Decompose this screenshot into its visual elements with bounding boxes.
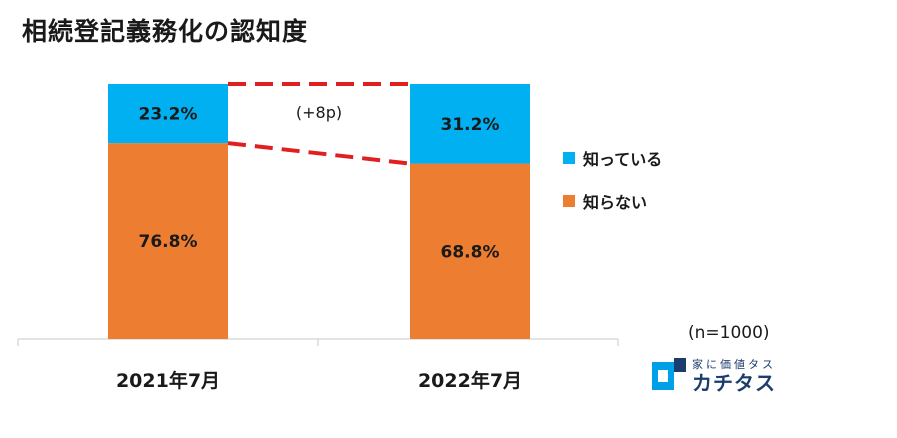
logo-mark-icon [652,358,686,392]
bar-know-0 [108,84,228,144]
chart-title: 相続登記義務化の認知度 [22,17,309,46]
bar-dont-know-1 [410,163,530,339]
sample-size-note: (n=1000) [688,323,770,343]
company-logo: 家に価値タス カチタス [652,356,776,394]
legend-label-know: 知っている [583,150,663,169]
data-label-know-1: 31.2% [441,115,500,135]
legend-swatch-know [563,152,575,164]
data-label-know-0: 23.2% [139,105,198,125]
bar-dont-know-0 [108,143,228,339]
legend-label-dont-know: 知らない [583,193,648,212]
legend-swatch-dont-know [563,195,575,207]
x-tick-label-1: 2022年7月 [418,369,522,392]
bar-know-1 [410,84,530,164]
x-tick-label-0: 2021年7月 [116,369,220,392]
legend-item-dont-know: 知らない [563,189,647,213]
data-label-dont-know-0: 76.8% [139,232,198,252]
logo-name: カチタス [692,371,776,395]
logo-tagline: 家に価値タス [692,358,776,371]
data-label-dont-know-1: 68.8% [441,242,500,262]
connector-bottom [227,141,411,166]
legend-item-know: 知っている [563,146,662,170]
change-annotation: (+8p) [296,103,342,122]
